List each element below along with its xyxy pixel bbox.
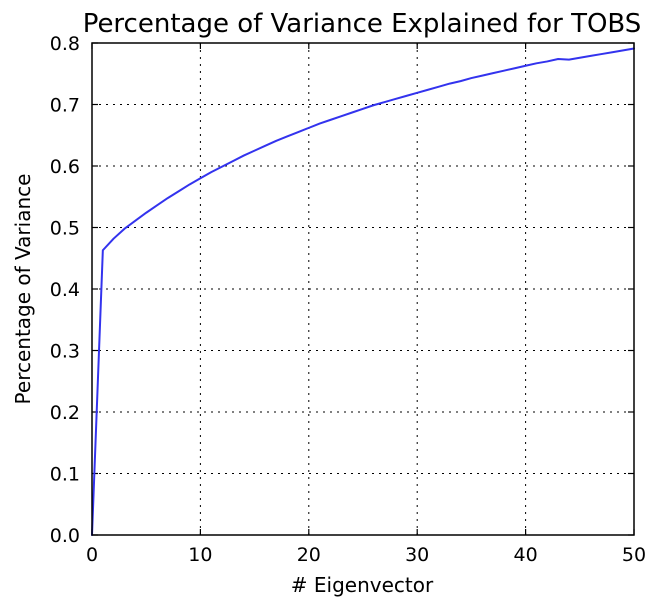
- x-axis-label: # Eigenvector: [291, 573, 434, 597]
- y-tick-label: 0.3: [50, 341, 80, 363]
- y-tick-label: 0.5: [50, 218, 80, 240]
- grid-lines: [91, 42, 635, 536]
- chart-title: Percentage of Variance Explained for TOB…: [83, 9, 642, 39]
- x-tick-label: 40: [514, 544, 538, 566]
- y-tick-label: 0.2: [50, 402, 80, 424]
- x-tick-label: 0: [86, 544, 98, 566]
- y-tick-label: 0.7: [50, 95, 80, 117]
- x-tick-label: 10: [188, 544, 212, 566]
- y-tick-label: 0.6: [50, 156, 80, 178]
- x-tick-label: 50: [622, 544, 646, 566]
- y-tick-label: 0.4: [50, 279, 80, 301]
- axis-ticks: 0 10 20 30 40 50 0.0 0.1 0.2 0.3 0.4 0.5 0.6 0.7 0.8: [50, 33, 646, 566]
- series-line: [91, 47, 635, 536]
- y-tick-label: 0.8: [50, 33, 80, 55]
- x-tick-label: 20: [297, 544, 321, 566]
- y-tick-label: 0.0: [50, 525, 80, 547]
- y-tick-label: 0.1: [50, 464, 80, 486]
- plot-frame: [91, 42, 635, 536]
- y-axis-label: Percentage of Variance: [11, 174, 35, 405]
- series-layer: [91, 47, 635, 536]
- x-tick-label: 30: [405, 544, 429, 566]
